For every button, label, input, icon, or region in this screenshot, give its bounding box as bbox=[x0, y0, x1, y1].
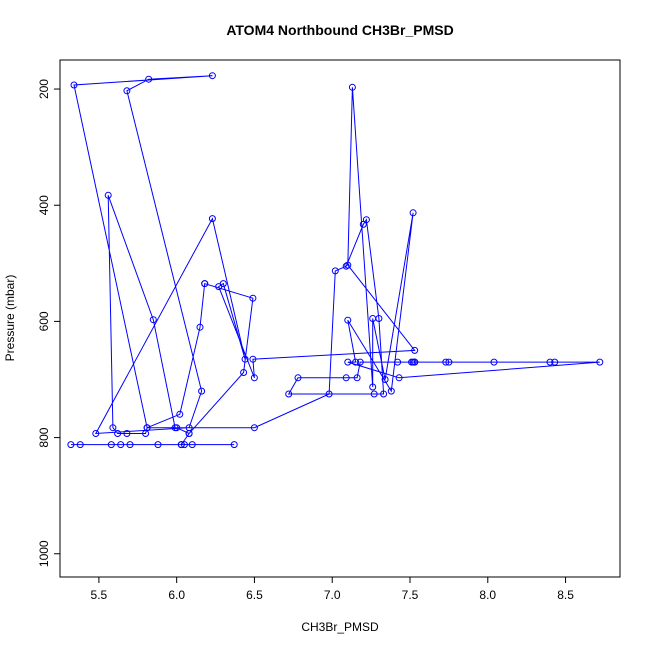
data-point bbox=[331, 267, 339, 275]
data-point bbox=[353, 374, 361, 382]
data-point bbox=[117, 441, 125, 449]
data-point bbox=[342, 374, 350, 382]
data-point bbox=[411, 358, 419, 366]
data-point bbox=[107, 441, 115, 449]
y-tick-label: 600 bbox=[37, 311, 51, 331]
data-point bbox=[208, 215, 216, 223]
data-point bbox=[154, 441, 162, 449]
x-axis: 5.5 6.0 6.5 7.0 7.5 8.0 8.5 bbox=[91, 577, 574, 602]
data-point bbox=[249, 355, 257, 363]
data-point bbox=[551, 358, 559, 366]
plot-area bbox=[67, 72, 604, 449]
data-point bbox=[241, 355, 249, 363]
y-tick-label: 400 bbox=[37, 195, 51, 215]
data-point bbox=[92, 430, 100, 437]
data-point bbox=[387, 387, 395, 395]
x-tick-label: 7.0 bbox=[324, 588, 341, 602]
data-point bbox=[215, 283, 223, 291]
data-point bbox=[123, 87, 131, 95]
data-point bbox=[344, 316, 352, 324]
y-tick-label: 800 bbox=[37, 427, 51, 447]
data-point bbox=[149, 316, 157, 324]
data-point bbox=[344, 261, 352, 269]
x-tick-label: 7.5 bbox=[402, 588, 419, 602]
data-point bbox=[409, 209, 417, 217]
data-point bbox=[180, 441, 188, 449]
data-point bbox=[342, 262, 350, 270]
data-point bbox=[381, 376, 389, 383]
data-point bbox=[145, 75, 153, 83]
data-point bbox=[67, 441, 75, 449]
data-point bbox=[546, 358, 554, 366]
data-point bbox=[250, 424, 258, 432]
data-point bbox=[442, 358, 450, 366]
data-point bbox=[294, 374, 302, 382]
x-tick-label: 8.0 bbox=[479, 588, 496, 602]
data-point bbox=[240, 369, 248, 376]
data-point bbox=[362, 216, 370, 224]
y-axis: 200 400 600 800 1000 bbox=[37, 79, 60, 567]
series-line bbox=[70, 75, 600, 446]
data-point bbox=[380, 390, 388, 398]
data-point bbox=[356, 358, 364, 366]
data-point bbox=[359, 220, 367, 228]
data-point bbox=[109, 424, 117, 432]
data-point bbox=[394, 358, 402, 366]
data-point bbox=[208, 72, 216, 80]
data-point bbox=[76, 441, 84, 449]
data-point bbox=[375, 315, 383, 322]
data-point bbox=[408, 358, 416, 366]
x-tick-label: 8.5 bbox=[557, 588, 574, 602]
data-point bbox=[369, 383, 377, 391]
x-axis-label: CH3Br_PMSD bbox=[301, 620, 379, 634]
data-point bbox=[196, 323, 204, 331]
data-point bbox=[143, 424, 151, 432]
data-point bbox=[249, 294, 257, 302]
x-tick-label: 5.5 bbox=[91, 588, 108, 602]
data-point bbox=[114, 430, 122, 437]
chart-title: ATOM4 Northbound CH3Br_PMSD bbox=[226, 22, 453, 38]
data-point bbox=[173, 424, 181, 432]
data-point bbox=[395, 374, 403, 382]
data-point bbox=[250, 374, 258, 382]
data-point bbox=[348, 83, 356, 91]
data-point bbox=[411, 346, 419, 354]
data-point bbox=[176, 410, 184, 418]
data-point bbox=[123, 430, 131, 437]
x-tick-label: 6.0 bbox=[168, 588, 185, 602]
data-point bbox=[344, 358, 352, 366]
data-point bbox=[596, 358, 604, 366]
data-point bbox=[188, 441, 196, 449]
data-point bbox=[325, 390, 333, 398]
data-point bbox=[104, 191, 112, 199]
data-point bbox=[285, 390, 293, 398]
data-point bbox=[198, 387, 206, 395]
plot-frame bbox=[59, 59, 621, 578]
data-point bbox=[201, 280, 209, 288]
data-point bbox=[185, 430, 193, 437]
data-point bbox=[490, 358, 498, 366]
y-tick-label: 200 bbox=[37, 79, 51, 99]
data-point bbox=[230, 441, 238, 449]
data-point bbox=[126, 441, 134, 449]
data-point bbox=[370, 390, 378, 398]
data-point bbox=[352, 358, 360, 366]
data-point bbox=[445, 358, 453, 366]
x-tick-label: 6.5 bbox=[246, 588, 263, 602]
y-tick-label: 1000 bbox=[37, 540, 51, 567]
data-point bbox=[70, 81, 78, 89]
y-axis-label: Pressure (mbar) bbox=[3, 275, 17, 362]
data-point bbox=[177, 441, 185, 449]
